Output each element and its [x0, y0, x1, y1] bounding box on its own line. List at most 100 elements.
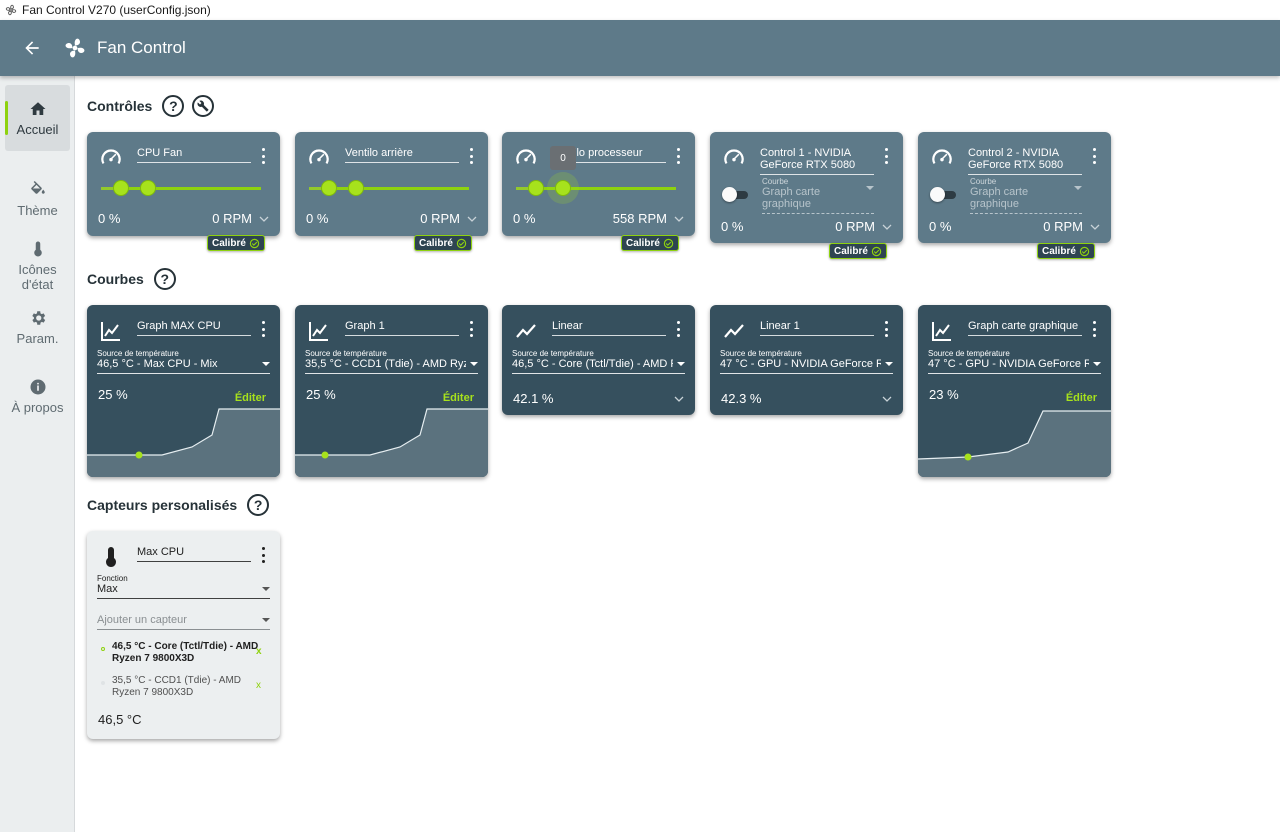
control-name[interactable]: Control 2 - NVIDIA GeForce RTX 5080 [968, 147, 1082, 175]
add-sensor-select[interactable]: Ajouter un capteur [97, 614, 270, 630]
temperature-source-select[interactable]: Source de température 47 °C - GPU - NVID… [928, 349, 1101, 374]
sidebar-item-home[interactable]: Accueil [5, 85, 70, 151]
remove-sensor-button[interactable]: x [256, 680, 261, 691]
slider-thumb[interactable] [555, 180, 571, 196]
curve-name[interactable]: Linear 1 [760, 320, 874, 336]
check-circle-icon [456, 238, 467, 248]
slider-thumb[interactable] [140, 180, 156, 196]
control-slider[interactable] [101, 180, 263, 196]
edit-button[interactable]: Éditer [442, 392, 474, 404]
temperature-source-select[interactable]: Source de température 47 °C - GPU - NVID… [720, 349, 893, 374]
calibrated-badge: Calibré [621, 235, 679, 251]
more-vertical-icon[interactable] [1091, 148, 1097, 164]
more-vertical-icon[interactable] [675, 148, 681, 164]
section-title-controls: Contrôles ? [87, 95, 215, 117]
controls-help-button[interactable]: ? [162, 95, 185, 117]
slider-thumb-low[interactable] [113, 180, 129, 196]
curve-name[interactable]: Graph MAX CPU [137, 320, 251, 336]
check-circle-icon [871, 246, 882, 256]
chevron-down-icon[interactable] [1089, 221, 1101, 233]
control-percent: 0 % [513, 211, 536, 226]
calibrated-badge: Calibré [829, 243, 887, 259]
chevron-down-icon[interactable] [881, 221, 893, 233]
slider-thumb[interactable] [348, 180, 364, 196]
slider-thumb-low[interactable] [528, 180, 544, 196]
app-bar: Fan Control [0, 20, 1280, 76]
field-label: Source de température [97, 349, 179, 358]
wrench-icon[interactable] [192, 95, 215, 117]
more-vertical-icon[interactable] [883, 148, 889, 164]
remove-sensor-button[interactable]: x [256, 646, 262, 657]
control-card-gpu-2: Control 2 - NVIDIA GeForce RTX 5080 Cour… [918, 132, 1111, 243]
temperature-source-select[interactable]: Source de température 46,5 °C - Core (Tc… [512, 349, 685, 374]
control-name[interactable]: Control 1 - NVIDIA GeForce RTX 5080 [760, 147, 874, 175]
curve-preview [295, 408, 488, 477]
curve-name[interactable]: Graph 1 [345, 320, 459, 336]
curve-select[interactable]: Courbe Graph carte graphique [762, 177, 874, 214]
sensor-source-item: 46,5 °C - Core (Tctl/Tdie) - AMD Ryzen 7… [101, 641, 271, 665]
curve-select-label: Courbe [762, 177, 789, 186]
speedometer-icon [97, 144, 125, 172]
app-title: Fan Control [97, 38, 186, 57]
control-slider[interactable] [516, 172, 678, 204]
calibrated-badge: Calibré [414, 235, 472, 251]
more-vertical-icon[interactable] [468, 321, 474, 337]
more-vertical-icon[interactable] [675, 321, 681, 337]
enable-toggle[interactable] [930, 187, 958, 202]
sidebar-item-theme[interactable]: Thème [5, 166, 70, 232]
graph-curve-icon [305, 317, 333, 345]
chevron-down-icon[interactable] [258, 213, 270, 225]
field-label: Source de température [512, 349, 594, 358]
sensor-card-max-cpu: Max CPU Fonction Max Ajouter un capteur … [87, 531, 280, 739]
sensors-help-button[interactable]: ? [247, 494, 270, 516]
curves-help-button[interactable]: ? [153, 268, 176, 290]
sidebar-item-label: Icônes d'état [18, 262, 57, 292]
curve-name[interactable]: Graph carte graphique [968, 320, 1082, 336]
control-name[interactable]: CPU Fan [137, 147, 251, 163]
more-vertical-icon[interactable] [1091, 321, 1097, 337]
temperature-source-select[interactable]: Source de température 46,5 °C - Max CPU … [97, 349, 270, 374]
more-vertical-icon[interactable] [260, 547, 266, 563]
curve-name[interactable]: Linear [552, 320, 666, 336]
curve-card-graph-max-cpu: Graph MAX CPU Source de température 46,5… [87, 305, 280, 477]
enable-toggle[interactable] [722, 187, 750, 202]
more-vertical-icon[interactable] [468, 148, 474, 164]
chevron-down-icon[interactable] [466, 213, 478, 225]
temperature-source-select[interactable]: Source de température 35,5 °C - CCD1 (Td… [305, 349, 478, 374]
field-label: Fonction [97, 574, 128, 583]
field-label: Source de température [720, 349, 802, 358]
curve-current-point [964, 453, 972, 461]
chevron-down-icon[interactable] [881, 393, 893, 405]
more-vertical-icon[interactable] [260, 148, 266, 164]
curve-card-linear: Linear Source de température 46,5 °C - C… [502, 305, 695, 415]
sensor-name[interactable]: Max CPU [137, 546, 251, 562]
sidebar-item-status-icons[interactable]: Icônes d'état [5, 226, 70, 306]
curve-select-label: Courbe [970, 177, 997, 186]
sidebar-item-about[interactable]: À propos [5, 363, 70, 429]
sidebar-item-label: Accueil [16, 121, 59, 137]
control-name[interactable]: Ventilo arrière [345, 147, 459, 163]
gear-icon [31, 310, 45, 325]
field-label: Source de température [305, 349, 387, 358]
more-vertical-icon[interactable] [883, 321, 889, 337]
field-value: 47 °C - GPU - NVIDIA GeForce RTX [928, 358, 1089, 370]
check-circle-icon [249, 238, 260, 248]
curve-preview [918, 410, 1111, 477]
curve-select[interactable]: Courbe Graph carte graphique [970, 177, 1082, 214]
sidebar-item-settings[interactable]: Param. [5, 294, 70, 360]
function-select[interactable]: Fonction Max [97, 574, 270, 599]
more-vertical-icon[interactable] [260, 321, 266, 337]
curve-value: 25 % [98, 387, 128, 402]
fan-icon [4, 3, 18, 17]
edit-button[interactable]: Éditer [1065, 392, 1097, 404]
edit-button[interactable]: Éditer [234, 392, 266, 404]
field-value: 46,5 °C - Core (Tctl/Tdie) - AMD R [512, 358, 673, 370]
chevron-down-icon[interactable] [673, 393, 685, 405]
sensor-source-item: 35,5 °C - CCD1 (Tdie) - AMD Ryzen 7 9800… [101, 675, 271, 699]
chevron-down-icon[interactable] [673, 213, 685, 225]
thermometer-icon [97, 543, 125, 571]
back-arrow-icon[interactable] [20, 36, 44, 60]
slider-thumb-low[interactable] [321, 180, 337, 196]
slider-tooltip: 0 [550, 146, 576, 170]
control-slider[interactable] [309, 180, 471, 196]
